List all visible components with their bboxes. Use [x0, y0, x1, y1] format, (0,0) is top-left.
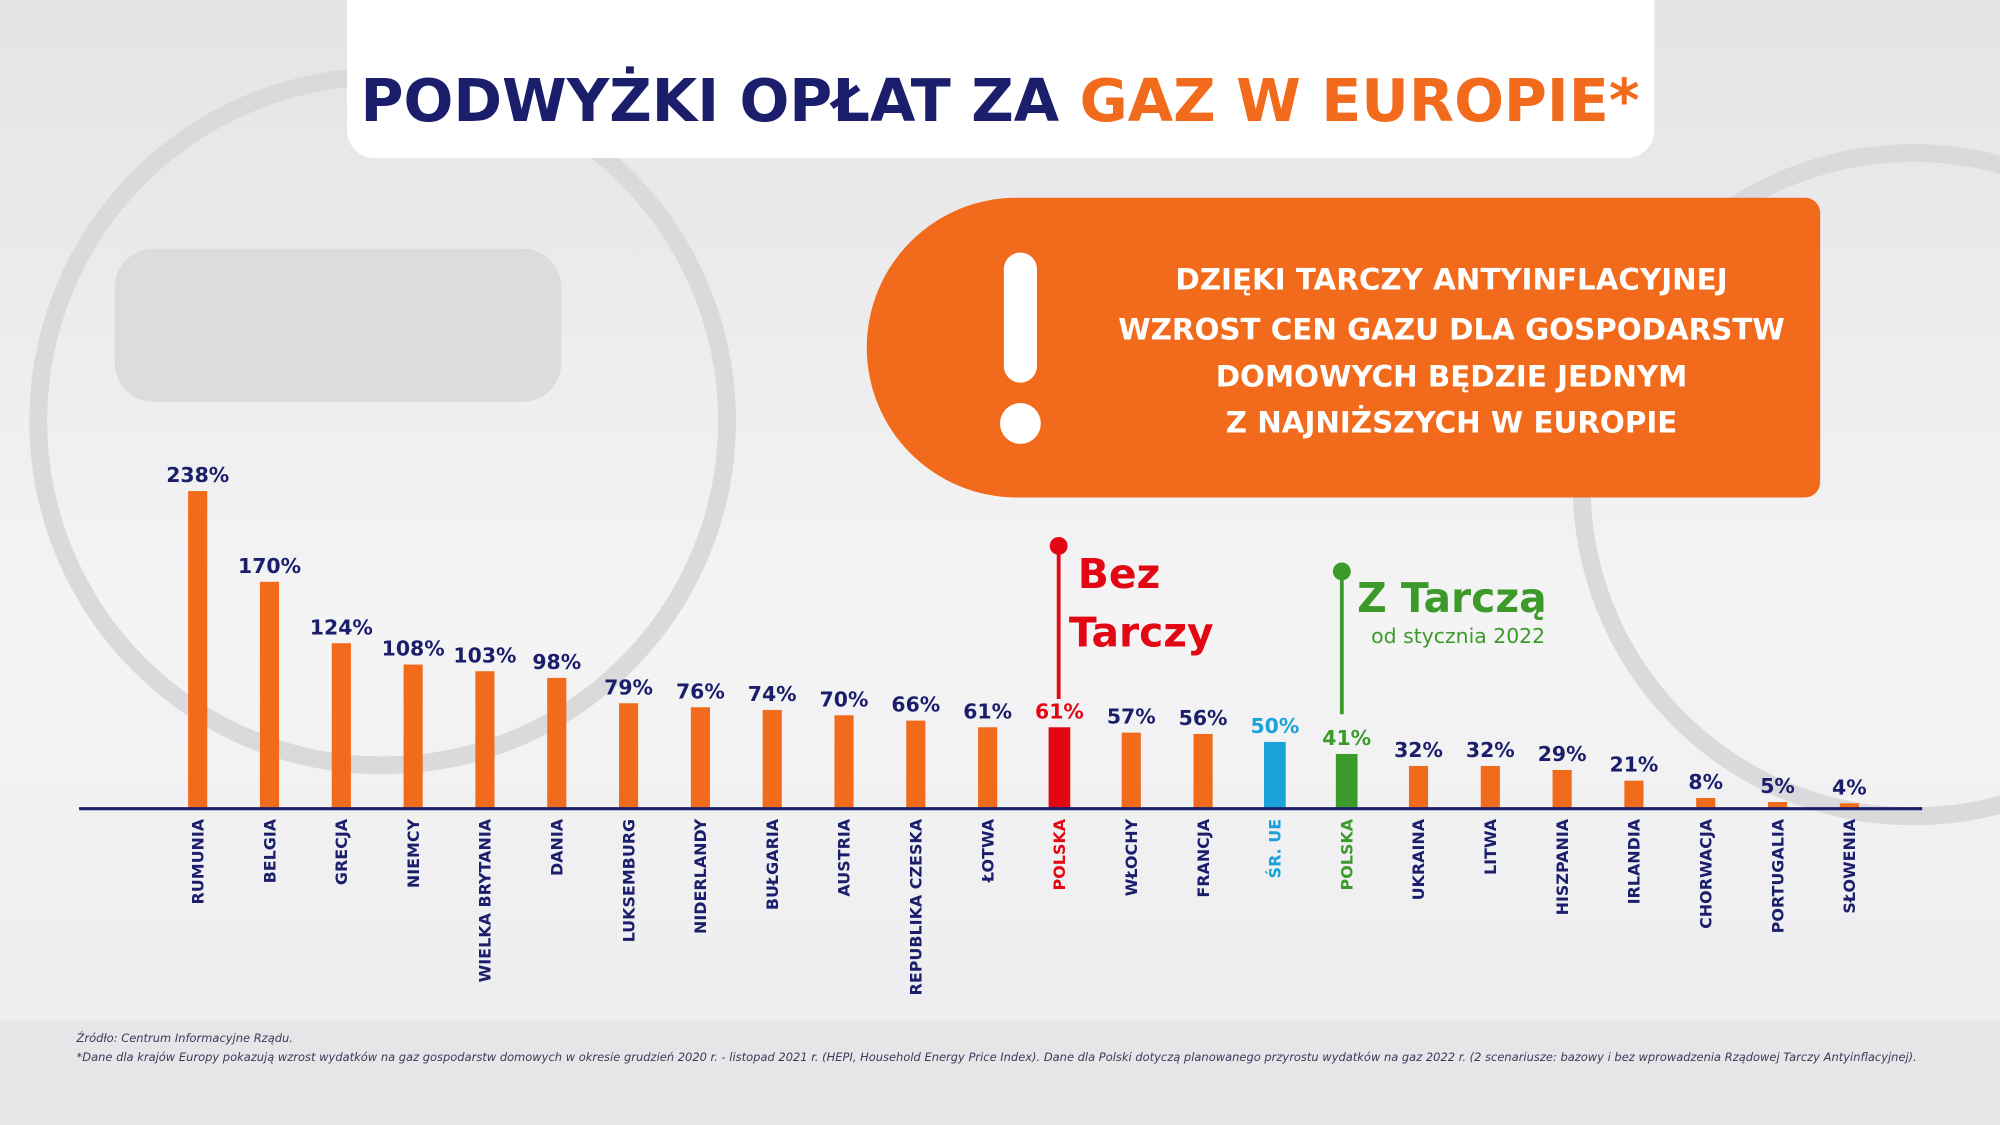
callout-line: DOMOWYCH BĘDZIE JEDNYM — [1216, 359, 1688, 393]
x-tick-label: DANIA — [548, 818, 567, 876]
x-tick-label: NIEMCY — [404, 818, 423, 888]
x-tick-label: HISZPANIA — [1553, 818, 1572, 915]
value-label: 29% — [1538, 742, 1587, 766]
annotation-dot — [1332, 562, 1351, 581]
x-tick-label: BELGIA — [260, 818, 279, 883]
exclamation-dot — [1000, 403, 1041, 444]
value-label: 56% — [1179, 706, 1228, 730]
bar — [547, 677, 567, 809]
bar — [1839, 803, 1859, 809]
x-tick-label: WŁOCHY — [1122, 818, 1141, 896]
bar — [188, 491, 208, 809]
callout-line: DZIĘKI TARCZY ANTYINFLACYJNEJ — [1175, 263, 1727, 297]
exclamation — [1003, 252, 1037, 383]
decor-pot — [114, 248, 562, 402]
value-label: 41% — [1322, 726, 1371, 750]
value-label: 21% — [1610, 753, 1659, 777]
value-label: 74% — [748, 682, 797, 706]
x-tick-label: POLSKA — [1337, 818, 1356, 890]
x-tick-label: IRLANDIA — [1625, 818, 1644, 904]
bar — [1624, 780, 1644, 809]
title-highlight: GAZ W EUROPIE* — [1080, 67, 1640, 135]
x-tick-label: ŁOTWA — [978, 818, 997, 883]
value-label: 76% — [676, 679, 725, 703]
value-label: 66% — [891, 693, 940, 717]
bar — [690, 707, 710, 809]
footnote: *Dane dla krajów Europy pokazują wzrost … — [77, 1050, 1917, 1064]
bar — [259, 581, 280, 809]
chart-title: PODWYŻKI OPŁAT ZA GAZ W EUROPIE* — [361, 66, 1640, 135]
bar — [1335, 753, 1358, 809]
value-label: 79% — [604, 675, 653, 699]
x-tick-label: GRECJA — [332, 818, 351, 885]
value-label: 32% — [1466, 738, 1515, 762]
footer-band — [0, 1020, 2000, 1125]
title-box — [346, 0, 1655, 159]
bar — [1696, 797, 1716, 809]
value-label: 108% — [382, 637, 445, 661]
bar — [403, 664, 423, 809]
x-tick-label: BUŁGARIA — [763, 818, 782, 910]
value-label: 70% — [820, 687, 869, 711]
x-tick-label: CHORWACJA — [1696, 818, 1715, 929]
value-label: 5% — [1760, 774, 1795, 798]
annotation-dot — [1049, 536, 1068, 555]
callout-line: Z NAJNIŻSZYCH W EUROPIE — [1226, 404, 1678, 439]
x-tick-label: AUSTRIA — [835, 818, 854, 896]
x-tick-label: ŚR. UE — [1266, 819, 1285, 878]
bar — [1193, 733, 1213, 809]
bar — [1767, 802, 1788, 809]
bar — [978, 727, 998, 809]
annotation: Tarczy — [1069, 609, 1214, 657]
x-tick-label: PORTUGALIA — [1768, 818, 1787, 933]
value-label: 4% — [1832, 775, 1867, 799]
bar — [1552, 769, 1572, 809]
annotation: Bez — [1078, 550, 1161, 598]
value-label: 170% — [238, 554, 301, 578]
value-label: 98% — [532, 650, 581, 674]
value-label: 103% — [453, 643, 516, 667]
value-label: 8% — [1688, 770, 1723, 794]
bar — [1480, 765, 1500, 809]
x-tick-label: REPUBLIKA CZESKA — [907, 818, 926, 995]
bar — [1408, 765, 1429, 809]
title-main: PODWYŻKI OPŁAT ZA — [361, 66, 1060, 135]
bar — [475, 671, 495, 809]
value-label: 32% — [1394, 738, 1443, 762]
callout-box — [866, 197, 1821, 498]
bar — [762, 709, 782, 809]
value-label: 61% — [1035, 699, 1084, 723]
x-tick-label: FRANCJA — [1194, 818, 1213, 897]
x-tick-label: LITWA — [1481, 818, 1500, 875]
bar — [906, 720, 926, 809]
value-label: 61% — [963, 699, 1012, 723]
value-label: 57% — [1107, 705, 1156, 729]
x-tick-label: WIELKA BRYTANIA — [476, 818, 495, 982]
bar — [1048, 727, 1071, 809]
source: Źródło: Centrum Informacyjne Rządu. — [76, 1030, 293, 1045]
x-tick-label: LUKSEMBURG — [619, 819, 638, 943]
callout-line: WZROST CEN GAZU DLA GOSPODARSTW — [1118, 312, 1784, 346]
bar — [331, 643, 351, 809]
x-tick-label: SŁOWENIA — [1840, 818, 1859, 913]
plot: 238% RUMUNIA 170% BELGIA 124% GRECJA 108% NIEMC… — [79, 463, 1923, 995]
bar — [834, 715, 854, 809]
annotation: Z Tarczą — [1357, 574, 1546, 622]
x-tick-label: NIDERLANDY — [691, 818, 710, 934]
bar — [619, 703, 639, 809]
x-tick-label: POLSKA — [1050, 818, 1069, 890]
x-tick-label: RUMUNIA — [188, 818, 207, 904]
annotation-sub: od stycznia 2022 — [1371, 624, 1545, 648]
value-label: 238% — [166, 463, 229, 487]
x-tick-label: UKRAINA — [1409, 818, 1428, 900]
value-label: 124% — [310, 615, 373, 639]
bar — [1121, 732, 1141, 809]
value-label: 50% — [1250, 714, 1299, 738]
bar — [1264, 741, 1286, 809]
